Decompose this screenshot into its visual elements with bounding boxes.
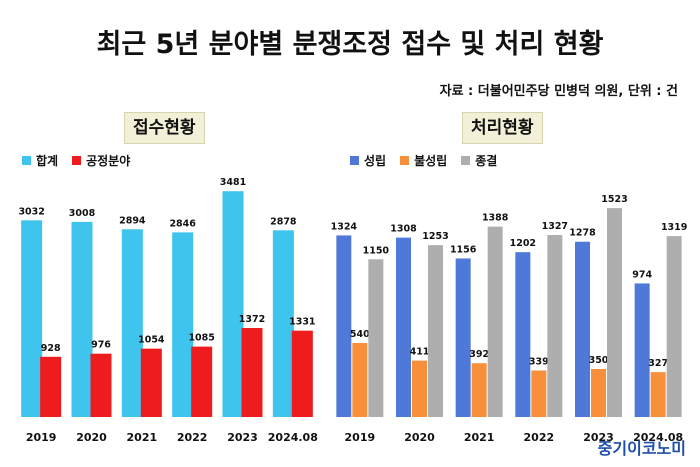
legend-label-not-established: 불성립 bbox=[414, 154, 448, 168]
right-x-tick-2021: 2021 bbox=[464, 431, 495, 444]
left-x-tick-2021: 2021 bbox=[127, 431, 158, 444]
right-value-label-2020-2: 1253 bbox=[422, 231, 448, 242]
left-bar-2021-1 bbox=[140, 348, 162, 417]
left-bar-2019-1 bbox=[40, 356, 62, 417]
right-bar-2023-2 bbox=[607, 208, 622, 417]
left-value-label-2022-0: 2846 bbox=[169, 218, 196, 229]
right-value-label-2022-0: 1202 bbox=[510, 238, 536, 249]
legend-swatch-not-established bbox=[400, 156, 410, 165]
legend-item-not-established: 불성립 bbox=[400, 152, 447, 169]
right-bar-2023-0 bbox=[575, 241, 590, 417]
legend-label-closed: 종결 bbox=[475, 154, 498, 168]
legend-label-public: 공정분야 bbox=[86, 154, 131, 168]
left-x-tick-2020: 2020 bbox=[76, 431, 107, 444]
left-x-tick-2023: 2023 bbox=[227, 431, 258, 444]
legend-item-established: 성립 bbox=[350, 152, 386, 169]
legend-item-public: 공정분야 bbox=[72, 152, 130, 169]
left-bar-2024.08-1 bbox=[291, 330, 313, 417]
right-value-label-2023-1: 350 bbox=[589, 355, 609, 366]
right-bar-2022-0 bbox=[515, 252, 531, 417]
legend-item-closed: 종결 bbox=[461, 152, 497, 169]
right-bar-2023-1 bbox=[591, 369, 606, 417]
right-chart-title: 처리현황 bbox=[462, 112, 543, 144]
left-bar-2019-0 bbox=[21, 220, 43, 417]
right-value-label-2019-0: 1324 bbox=[331, 221, 358, 232]
right-value-label-2019-1: 540 bbox=[350, 329, 370, 340]
right-bar-2020-2 bbox=[428, 245, 443, 417]
right-bar-2021-2 bbox=[487, 226, 503, 417]
right-value-label-2022-1: 339 bbox=[529, 357, 549, 368]
right-bar-2021-1 bbox=[471, 363, 487, 417]
right-x-tick-2019: 2019 bbox=[345, 431, 376, 444]
right-bar-2022-2 bbox=[547, 235, 563, 417]
right-bar-2020-1 bbox=[412, 360, 427, 417]
watermark-logo: 중기이코노미 bbox=[597, 439, 686, 458]
left-value-label-2021-1: 1054 bbox=[138, 335, 165, 346]
legend-swatch-closed bbox=[461, 156, 471, 165]
legend-swatch-public bbox=[72, 156, 82, 165]
right-x-tick-2022: 2022 bbox=[524, 431, 555, 444]
left-value-label-2024.08-1: 1331 bbox=[289, 317, 315, 328]
left-value-label-2023-0: 3481 bbox=[220, 177, 246, 188]
right-bar-2021-0 bbox=[455, 258, 471, 417]
left-bar-2020-1 bbox=[90, 353, 112, 417]
left-bar-2023-1 bbox=[241, 328, 263, 417]
left-value-label-2023-1: 1372 bbox=[239, 314, 265, 325]
right-bar-2024.08-1 bbox=[650, 372, 666, 417]
right-bar-2022-1 bbox=[531, 370, 547, 417]
legend-label-total: 합계 bbox=[36, 154, 59, 168]
right-x-tick-2020: 2020 bbox=[404, 431, 435, 444]
right-value-label-2024.08-2: 1319 bbox=[661, 222, 687, 233]
right-bar-2019-2 bbox=[368, 259, 384, 417]
right-bar-2024.08-0 bbox=[634, 283, 650, 417]
left-value-label-2020-1: 976 bbox=[91, 340, 111, 351]
left-x-tick-2019: 2019 bbox=[26, 431, 57, 444]
right-value-label-2021-0: 1156 bbox=[450, 244, 477, 255]
legend-item-total: 합계 bbox=[22, 152, 58, 169]
left-bar-2023-0 bbox=[222, 191, 244, 417]
left-bar-2022-0 bbox=[172, 232, 194, 417]
right-value-label-2021-2: 1388 bbox=[482, 213, 509, 224]
right-x-tick-2024.08: 2024.08 bbox=[633, 431, 683, 444]
right-value-label-2024.08-1: 327 bbox=[648, 358, 668, 369]
left-value-label-2022-1: 1085 bbox=[188, 333, 214, 344]
left-value-label-2020-0: 3008 bbox=[69, 208, 96, 219]
left-value-label-2019-0: 3032 bbox=[18, 206, 44, 217]
left-bar-2020-0 bbox=[71, 221, 93, 417]
left-bar-2024.08-0 bbox=[272, 230, 294, 417]
left-x-tick-2022: 2022 bbox=[177, 431, 208, 444]
left-value-label-2024.08-0: 2878 bbox=[270, 216, 297, 227]
right-x-tick-2023: 2023 bbox=[583, 431, 614, 444]
right-bar-2020-0 bbox=[396, 237, 411, 417]
legend-label-established: 성립 bbox=[364, 154, 387, 168]
right-value-label-2021-1: 392 bbox=[469, 349, 489, 360]
right-value-label-2019-2: 1150 bbox=[363, 245, 390, 256]
left-x-tick-2024.08: 2024.08 bbox=[268, 431, 318, 444]
right-bar-2019-1 bbox=[352, 342, 368, 417]
left-chart-title: 접수현황 bbox=[124, 112, 205, 144]
right-value-label-2020-0: 1308 bbox=[390, 224, 417, 235]
page-title: 최근 5년 분야별 분쟁조정 접수 및 처리 현황 bbox=[96, 29, 604, 60]
source-note: 자료 : 더불어민주당 민병덕 의원, 단위 : 건 bbox=[439, 84, 678, 99]
right-value-label-2022-2: 1327 bbox=[542, 221, 568, 232]
right-legend: 성립 불성립 종결 bbox=[350, 152, 497, 169]
right-bar-2019-0 bbox=[336, 235, 352, 417]
right-value-label-2023-2: 1523 bbox=[601, 194, 627, 205]
right-bar-2024.08-2 bbox=[666, 236, 682, 417]
left-value-label-2019-1: 928 bbox=[41, 343, 61, 354]
legend-swatch-total bbox=[22, 156, 31, 165]
left-legend: 합계 공정분야 bbox=[22, 152, 130, 169]
right-value-label-2023-0: 1278 bbox=[569, 228, 596, 239]
left-bar-2021-0 bbox=[121, 229, 143, 417]
left-bar-2022-1 bbox=[191, 346, 213, 417]
right-value-label-2024.08-0: 974 bbox=[632, 269, 652, 280]
left-value-label-2021-0: 2894 bbox=[119, 215, 146, 226]
right-value-label-2020-1: 411 bbox=[410, 347, 430, 358]
legend-swatch-established bbox=[350, 156, 359, 165]
